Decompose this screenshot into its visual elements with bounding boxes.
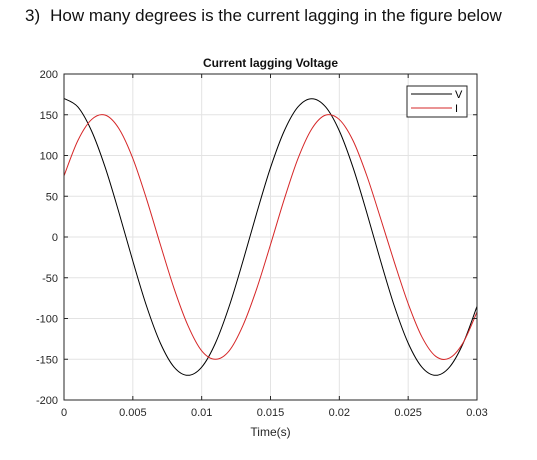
y-tick-label: 150 [40,110,58,122]
y-tick-label: 200 [40,69,58,81]
x-axis-label: Time(s) [250,425,290,439]
question-body: How many degrees is the current lagging … [50,6,502,25]
x-tick-label: 0.03 [466,407,487,419]
x-tick-labels: 0 0.005 0.01 0.015 0.02 0.025 0.03 [61,407,488,419]
y-tick-label: -150 [36,354,58,366]
y-tick-label: -50 [42,273,58,285]
y-tick-label: 100 [40,151,58,163]
y-tick-label: -200 [36,395,58,407]
legend-label-v: V [455,89,463,101]
chart-title: Current lagging Voltage [203,56,338,70]
y-tick-label: 50 [46,191,58,203]
legend: VI [406,85,468,118]
x-tick-label: 0.025 [394,407,422,419]
legend-label-i: I [455,103,458,115]
series-line-v [63,98,478,376]
question-text: 3) How many degrees is the current laggin… [25,6,502,26]
axis-ticks [63,73,478,401]
x-tick-label: 0.01 [191,407,212,419]
y-tick-label: 0 [52,232,58,244]
x-tick-label: 0.02 [329,407,350,419]
legend-box [406,85,468,118]
x-tick-label: 0.015 [257,407,285,419]
y-tick-label: -100 [36,314,58,326]
series-layer [63,98,478,376]
x-tick-label: 0.005 [119,407,147,419]
series-line-i [63,114,478,360]
y-tick-labels: -200 -150 -100 -50 0 50 100 150 200 [36,69,58,407]
question-number: 3) [25,6,41,25]
x-tick-label: 0 [61,407,67,419]
